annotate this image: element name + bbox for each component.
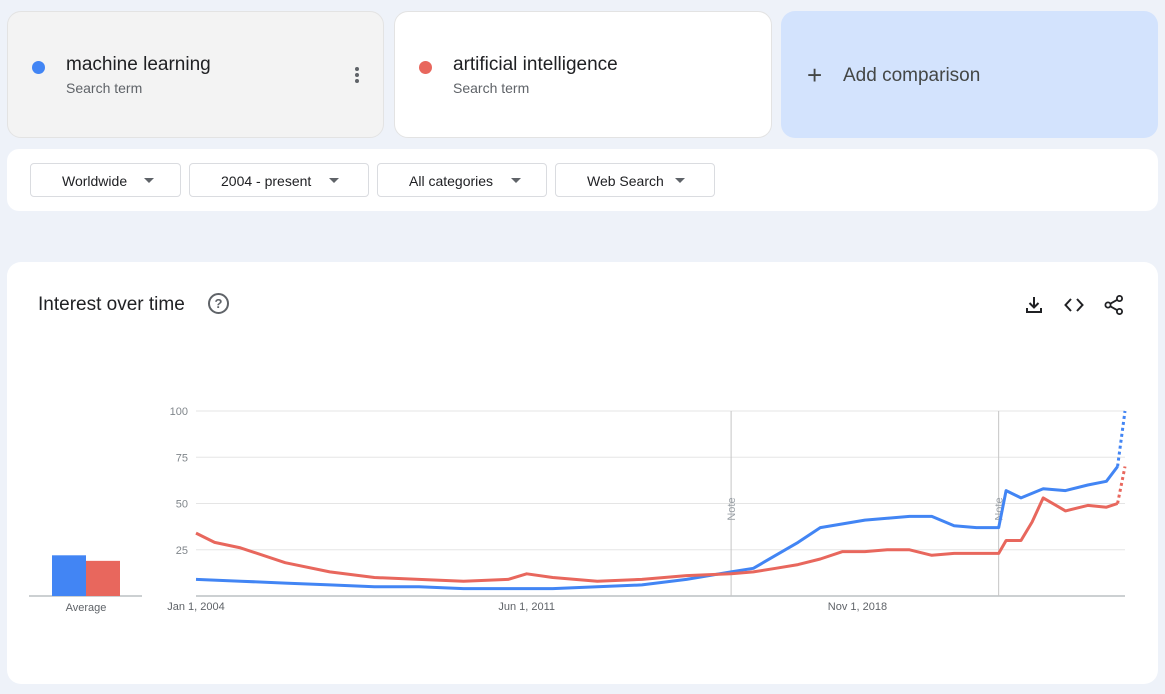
search-type-label: Web Search	[587, 173, 664, 189]
series-partial-line	[1116, 466, 1127, 504]
average-label: Average	[66, 602, 107, 614]
caret-down-icon	[511, 178, 521, 183]
interest-chart: 25 50 75 100 Jan 1, 2004 Jun 1, 2011 Nov 1, 20…	[29, 406, 1127, 614]
share-icon[interactable]	[1103, 294, 1125, 316]
plus-icon: +	[807, 60, 823, 90]
y-tick-label: 50	[176, 499, 188, 511]
search-type-dropdown[interactable]: Web Search	[555, 163, 715, 197]
average-bar	[52, 555, 86, 596]
y-tick-label: 100	[170, 406, 188, 418]
term-card-artificial-intelligence[interactable]: artificial intelligence Search term	[394, 11, 772, 138]
filter-bar: Worldwide 2004 - present All categories …	[7, 149, 1158, 211]
x-tick-label: Jun 1, 2011	[498, 601, 555, 613]
region-label: Worldwide	[62, 173, 128, 189]
x-tick-label: Jan 1, 2004	[167, 601, 225, 613]
series-color-dot	[419, 61, 432, 74]
embed-code-icon[interactable]	[1063, 294, 1085, 316]
term-card-machine-learning[interactable]: machine learning Search term	[7, 11, 384, 138]
add-comparison-button[interactable]: + Add comparison	[781, 11, 1158, 138]
series-line	[195, 465, 1119, 591]
more-options-icon[interactable]	[352, 67, 362, 87]
category-dropdown[interactable]: All categories	[377, 163, 547, 197]
y-tick-label: 75	[176, 452, 188, 464]
note-label: Note	[726, 497, 738, 520]
download-icon[interactable]	[1023, 294, 1045, 316]
term-type: Search term	[66, 80, 143, 96]
term-name: artificial intelligence	[453, 54, 618, 75]
series-color-dot	[32, 61, 45, 74]
caret-down-icon	[675, 178, 685, 183]
term-type: Search term	[453, 80, 530, 96]
chart-title: Interest over time	[38, 294, 185, 315]
add-comparison-label: Add comparison	[843, 65, 981, 86]
caret-down-icon	[329, 178, 339, 183]
series-partial-line	[1116, 410, 1127, 467]
time-range-label: 2004 - present	[221, 173, 312, 189]
x-tick-label: Nov 1, 2018	[828, 601, 887, 613]
category-label: All categories	[409, 173, 494, 189]
time-range-dropdown[interactable]: 2004 - present	[189, 163, 369, 197]
region-dropdown[interactable]: Worldwide	[30, 163, 181, 197]
interest-over-time-card: Interest over time ? 25 50 75 100 Jan 1, 200…	[7, 262, 1158, 684]
caret-down-icon	[144, 178, 154, 183]
term-name: machine learning	[66, 54, 211, 75]
average-bar	[86, 560, 120, 596]
series-line	[195, 496, 1119, 583]
help-icon[interactable]: ?	[208, 293, 229, 314]
y-tick-label: 25	[176, 545, 188, 557]
